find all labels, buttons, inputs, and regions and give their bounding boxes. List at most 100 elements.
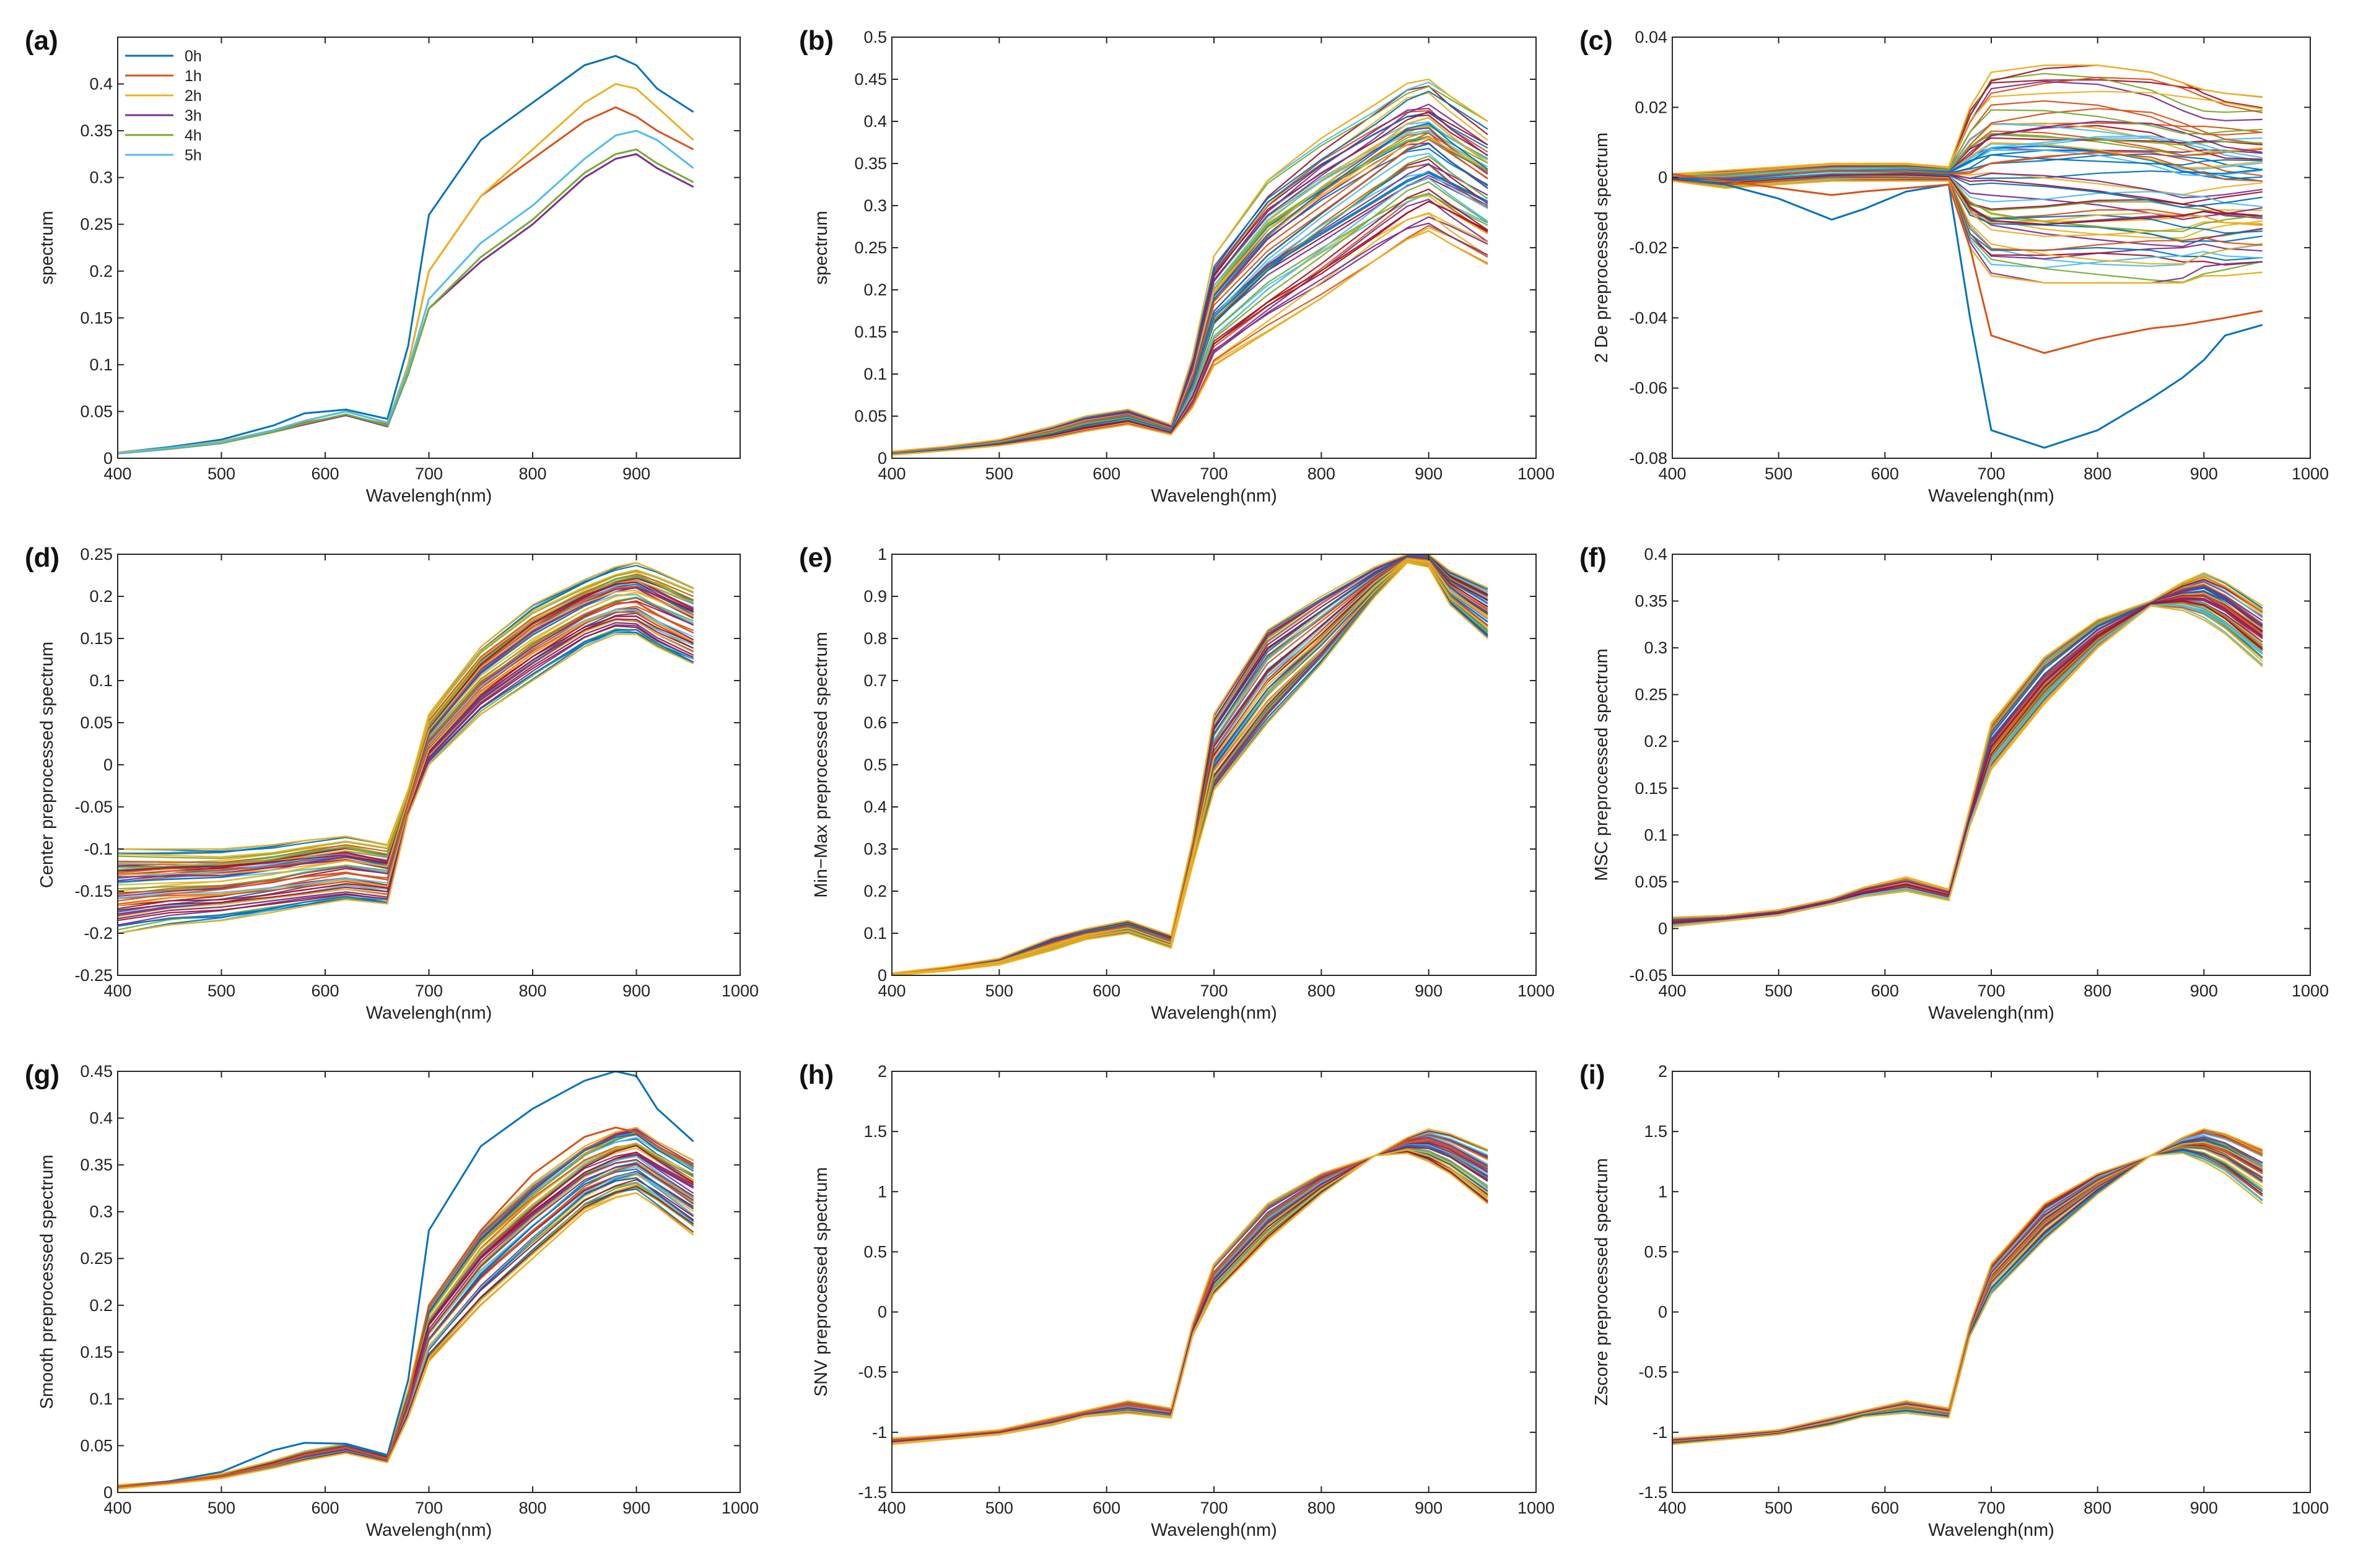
x-tick-label: 1000 [722, 1499, 759, 1517]
spectrum-line [118, 1159, 694, 1487]
spectrum-line [1672, 1151, 2263, 1445]
y-tick-label: 1 [878, 1182, 887, 1201]
spectrum-line [892, 222, 1488, 455]
x-tick-label: 800 [1307, 464, 1335, 483]
spectrum-line [892, 1150, 1488, 1444]
spectrum-line [1672, 1128, 2263, 1440]
spectrum-line [892, 557, 1488, 975]
y-tick-label: 0.6 [863, 713, 887, 732]
spectrum-line [892, 554, 1488, 974]
y-tick-label: 0.5 [863, 28, 887, 46]
legend: 0h 1h 2h 3h 4h 5h [125, 48, 202, 164]
spectrum-line [892, 554, 1488, 974]
spectrum-line [892, 1146, 1488, 1443]
spectrum-line [118, 1168, 694, 1488]
spectrum-line [118, 634, 694, 934]
y-tick-label: 0.15 [1635, 779, 1667, 798]
y-tick-label: 0.05 [80, 402, 113, 420]
y-tick-label: 0.2 [89, 262, 113, 281]
panel-i: (i) 400 500 600 700 800 900 1000 -1.5 -1 -0.5 0 0.5 1… [1579, 1060, 2329, 1540]
spectrum-line [892, 1150, 1488, 1445]
spectrum-line [892, 558, 1488, 975]
y-tick-label: 0.7 [863, 671, 887, 690]
spectrum-line [118, 1183, 694, 1489]
spectrum-line [892, 561, 1488, 975]
y-tick-label: 0.1 [89, 1390, 113, 1408]
spectrum-line [1672, 603, 2263, 925]
x-tick-label: 600 [1093, 464, 1120, 483]
spectrum-line [118, 628, 694, 931]
spectrum-line [892, 1152, 1488, 1445]
spectrum-line [892, 560, 1488, 975]
spectrum-line [892, 1152, 1488, 1445]
y-tick-label: 0.5 [863, 1242, 887, 1261]
spectrum-line [1672, 1143, 2263, 1442]
spectrum-line [1672, 152, 2263, 182]
y-tick-label: -0.25 [74, 966, 113, 985]
x-tick-label: 600 [311, 982, 339, 1000]
panel-e: (e) 400 500 600 700 800 900 1000 0 0.1 0.2 0.3 0.4 0.… [799, 542, 1555, 1023]
spectrum-line [892, 1148, 1488, 1444]
x-tick-label: 700 [1200, 1499, 1228, 1517]
spectrum-line [892, 1133, 1488, 1440]
spectrum-line [1672, 1149, 2263, 1444]
y-axis-label: Smooth preprocessed spectrum [37, 1154, 57, 1409]
x-tick-label: 700 [1977, 464, 2005, 483]
spectrum-line [892, 555, 1488, 975]
x-tick-label: 900 [1415, 982, 1443, 1000]
y-tick-label: 0.5 [863, 756, 887, 774]
x-tick-label: 800 [518, 1499, 546, 1517]
spectrum-line [892, 1128, 1488, 1439]
spectrum-line [1672, 1144, 2263, 1443]
spectrum-line [1672, 596, 2263, 924]
series-group [118, 54, 694, 455]
y-tick-label: 0.25 [80, 545, 113, 564]
spectrum-line [118, 586, 694, 875]
spectrum-line [118, 1185, 694, 1489]
spectrum-line [1672, 586, 2263, 922]
y-tick-label: 0.2 [863, 281, 887, 299]
spectrum-line [892, 1146, 1488, 1442]
spectrum-line [892, 1143, 1488, 1442]
spectrum-line [118, 1134, 694, 1486]
spectrum-line [1672, 1135, 2263, 1440]
y-tick-label: 0.35 [80, 121, 113, 140]
spectrum-line [1672, 597, 2263, 923]
spectrum-line [892, 1148, 1488, 1444]
spectrum-line [892, 1131, 1488, 1439]
spectrum-line [118, 1153, 694, 1487]
y-tick-label: 0.3 [1644, 638, 1667, 657]
spectrum-line [1672, 600, 2263, 924]
spectrum-line [118, 1162, 694, 1488]
x-tick-label: 600 [311, 464, 339, 483]
spectrum-line [1672, 1140, 2263, 1442]
y-axis-label: spectrum [37, 211, 57, 284]
spectrum-line [1672, 1151, 2263, 1445]
spectrum-line [118, 1178, 694, 1489]
spectrum-line [892, 1132, 1488, 1440]
spectrum-line [118, 1154, 694, 1487]
spectrum-line [1672, 174, 2263, 225]
y-axis-label: 2 De preprocessed spectrum [1592, 133, 1612, 363]
spectrum-line [1672, 109, 2263, 176]
x-tick-label: 600 [1871, 464, 1899, 483]
y-tick-label: 0.25 [80, 215, 113, 233]
spectrum-line [118, 1181, 694, 1489]
y-tick-label: 0.4 [863, 112, 887, 131]
x-tick-label: 800 [2084, 1499, 2111, 1517]
spectrum-line [1672, 602, 2263, 926]
y-tick-label: 0.4 [89, 75, 113, 94]
y-tick-label: 0.35 [1635, 592, 1667, 611]
spectrum-line [1672, 1129, 2263, 1440]
spectrum-line [1672, 1148, 2263, 1444]
spectrum-line [892, 107, 1488, 453]
spectrum-line [118, 1174, 694, 1489]
panel-g: (g) 400 500 600 700 800 900 1000 0 0.05 0.1 0.15 0.2… [25, 1060, 759, 1540]
y-tick-label: 0.25 [1635, 686, 1667, 704]
spectrum-line [118, 562, 694, 850]
x-tick-label: 700 [415, 1499, 443, 1517]
spectrum-line [1672, 595, 2263, 923]
y-tick-label: 0.1 [863, 365, 887, 383]
spectrum-line [892, 554, 1488, 974]
spectrum-line [1672, 1146, 2263, 1442]
